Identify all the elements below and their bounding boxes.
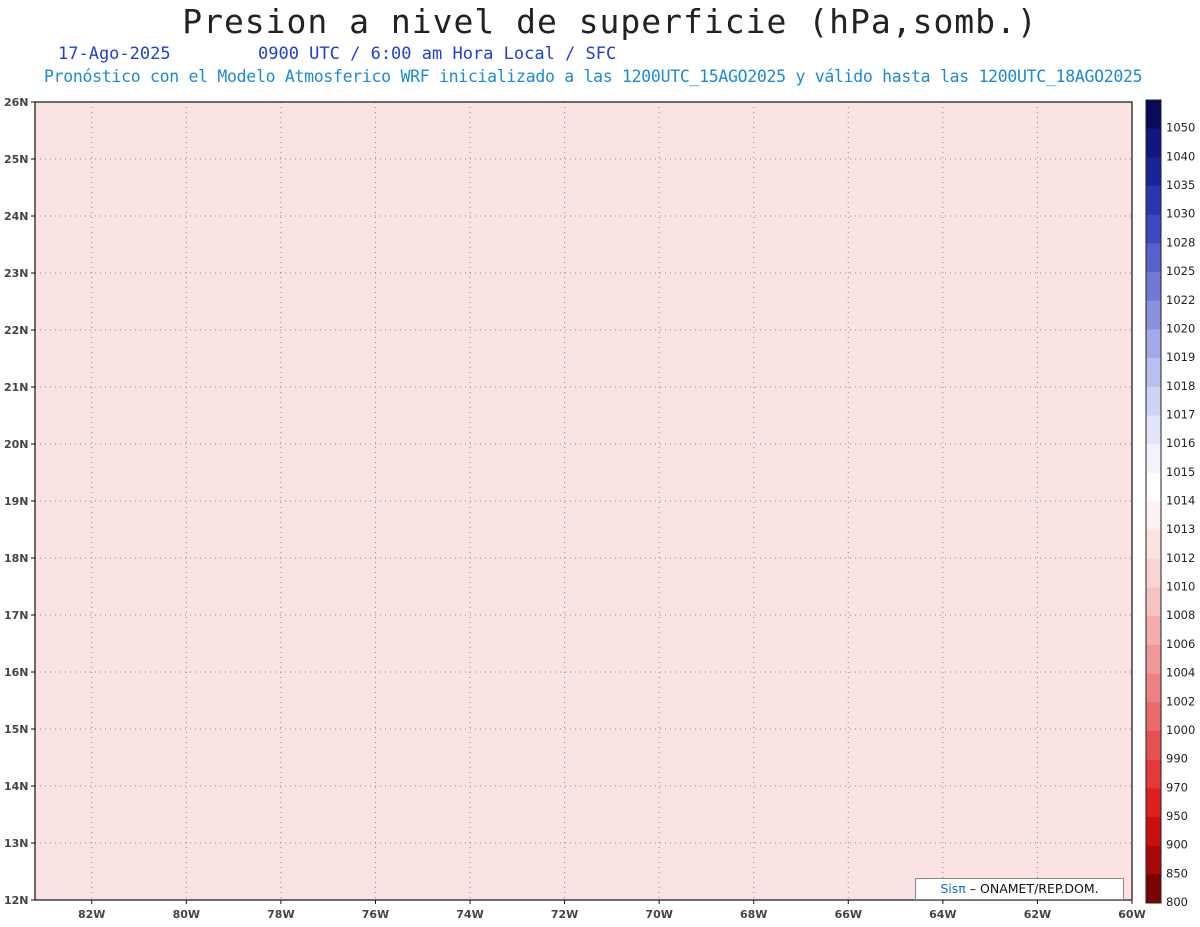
colorbar-label: 950 <box>1166 809 1188 823</box>
colorbar-swatch <box>1146 501 1161 531</box>
lat-label: 12N <box>4 894 29 907</box>
colorbar-label: 1030 <box>1166 207 1195 221</box>
lon-label: 60W <box>1118 908 1145 921</box>
colorbar-swatch <box>1146 759 1161 789</box>
colorbar-label: 900 <box>1166 838 1188 852</box>
lat-label: 15N <box>4 723 29 736</box>
colorbar-swatch <box>1146 272 1161 302</box>
colorbar-label: 1008 <box>1166 608 1195 622</box>
forecast-time: 0900 UTC / 6:00 am Hora Local / SFC <box>258 44 617 64</box>
colorbar-label: 1002 <box>1166 694 1195 708</box>
colorbar-label: 1006 <box>1166 637 1195 651</box>
lat-label: 18N <box>4 552 29 565</box>
lon-label: 74W <box>456 908 483 921</box>
sisp-logo: Sisπ <box>940 881 966 896</box>
page-title: Presion a nivel de superficie (hPa,somb.… <box>182 2 1038 41</box>
lon-label: 62W <box>1024 908 1051 921</box>
lat-label: 14N <box>4 780 29 793</box>
colorbar-swatch <box>1146 186 1161 216</box>
colorbar-swatch <box>1146 300 1161 330</box>
lat-label: 17N <box>4 609 29 622</box>
colorbar-swatch <box>1146 214 1161 244</box>
colorbar-label: 1022 <box>1166 293 1195 307</box>
colorbar-label: 1010 <box>1166 580 1195 594</box>
lat-label: 22N <box>4 324 29 337</box>
model-info: Pronóstico con el Modelo Atmosferico WRF… <box>44 67 1143 86</box>
colorbar-label: 1028 <box>1166 235 1195 249</box>
lon-label: 70W <box>645 908 672 921</box>
lat-label: 20N <box>4 438 29 451</box>
colorbar-swatch <box>1146 415 1161 445</box>
colorbar-label: 970 <box>1166 780 1188 794</box>
colorbar-swatch <box>1146 845 1161 875</box>
colorbar-swatch <box>1146 472 1161 502</box>
colorbar-label: 1016 <box>1166 436 1195 450</box>
colorbar-label: 1018 <box>1166 379 1195 393</box>
colorbar-label: 1025 <box>1166 264 1195 278</box>
colorbar-swatch <box>1146 788 1161 818</box>
colorbar-label: 1019 <box>1166 350 1195 364</box>
colorbar-swatch <box>1146 702 1161 732</box>
colorbar: 1050 1040 1035 1030 1028 1025 1022 1020 1019 1018… <box>1145 99 1195 909</box>
lat-label: 23N <box>4 267 29 280</box>
lon-label: 64W <box>929 908 956 921</box>
colorbar-swatch <box>1146 616 1161 646</box>
colorbar-label: 1000 <box>1166 723 1195 737</box>
colorbar-label: 1015 <box>1166 465 1195 479</box>
colorbar-frame <box>1145 99 1162 904</box>
colorbar-label: 1050 <box>1166 121 1195 135</box>
lon-label: 82W <box>78 908 105 921</box>
credit-org: – ONAMET/REP.DOM. <box>969 881 1099 896</box>
lat-label: 24N <box>4 210 29 223</box>
colorbar-swatch <box>1146 243 1161 273</box>
colorbar-swatch <box>1146 128 1161 158</box>
colorbar-swatch <box>1146 558 1161 588</box>
colorbar-swatch <box>1146 358 1161 388</box>
colorbar-swatch <box>1146 157 1161 187</box>
colorbar-label: 850 <box>1166 866 1188 880</box>
colorbar-label: 1014 <box>1166 494 1195 508</box>
colorbar-swatch <box>1146 329 1161 359</box>
colorbar-swatch <box>1146 644 1161 674</box>
colorbar-label: 1013 <box>1166 522 1195 536</box>
lon-label: 68W <box>740 908 767 921</box>
colorbar-swatch <box>1146 730 1161 760</box>
colorbar-label: 800 <box>1166 895 1188 909</box>
lat-label: 21N <box>4 381 29 394</box>
lat-label: 25N <box>4 153 29 166</box>
lat-label: 16N <box>4 666 29 679</box>
forecast-date: 17-Ago-2025 <box>58 44 171 64</box>
lon-label: 66W <box>835 908 862 921</box>
colorbar-label: 1004 <box>1166 666 1195 680</box>
colorbar-swatch <box>1146 673 1161 703</box>
colorbar-swatch <box>1146 386 1161 416</box>
lat-label: 26N <box>4 96 29 109</box>
lon-label: 76W <box>362 908 389 921</box>
colorbar-label: 1020 <box>1166 321 1195 335</box>
lat-label: 13N <box>4 837 29 850</box>
lon-label: 72W <box>551 908 578 921</box>
colorbar-swatch <box>1146 587 1161 617</box>
colorbar-swatch <box>1146 100 1161 129</box>
colorbar-swatch <box>1146 874 1161 904</box>
pressure-field <box>35 102 1132 900</box>
colorbar-label: 990 <box>1166 752 1188 766</box>
colorbar-swatch <box>1146 816 1161 846</box>
colorbar-label: 1017 <box>1166 407 1195 421</box>
credit-box: Sisπ – ONAMET/REP.DOM. <box>915 878 1124 900</box>
lon-label: 78W <box>267 908 294 921</box>
colorbar-swatch <box>1146 444 1161 474</box>
colorbar-label: 1012 <box>1166 551 1195 565</box>
lon-label: 80W <box>173 908 200 921</box>
colorbar-label: 1035 <box>1166 178 1195 192</box>
colorbar-label: 1040 <box>1166 149 1195 163</box>
lat-label: 19N <box>4 495 29 508</box>
colorbar-swatch <box>1146 530 1161 560</box>
